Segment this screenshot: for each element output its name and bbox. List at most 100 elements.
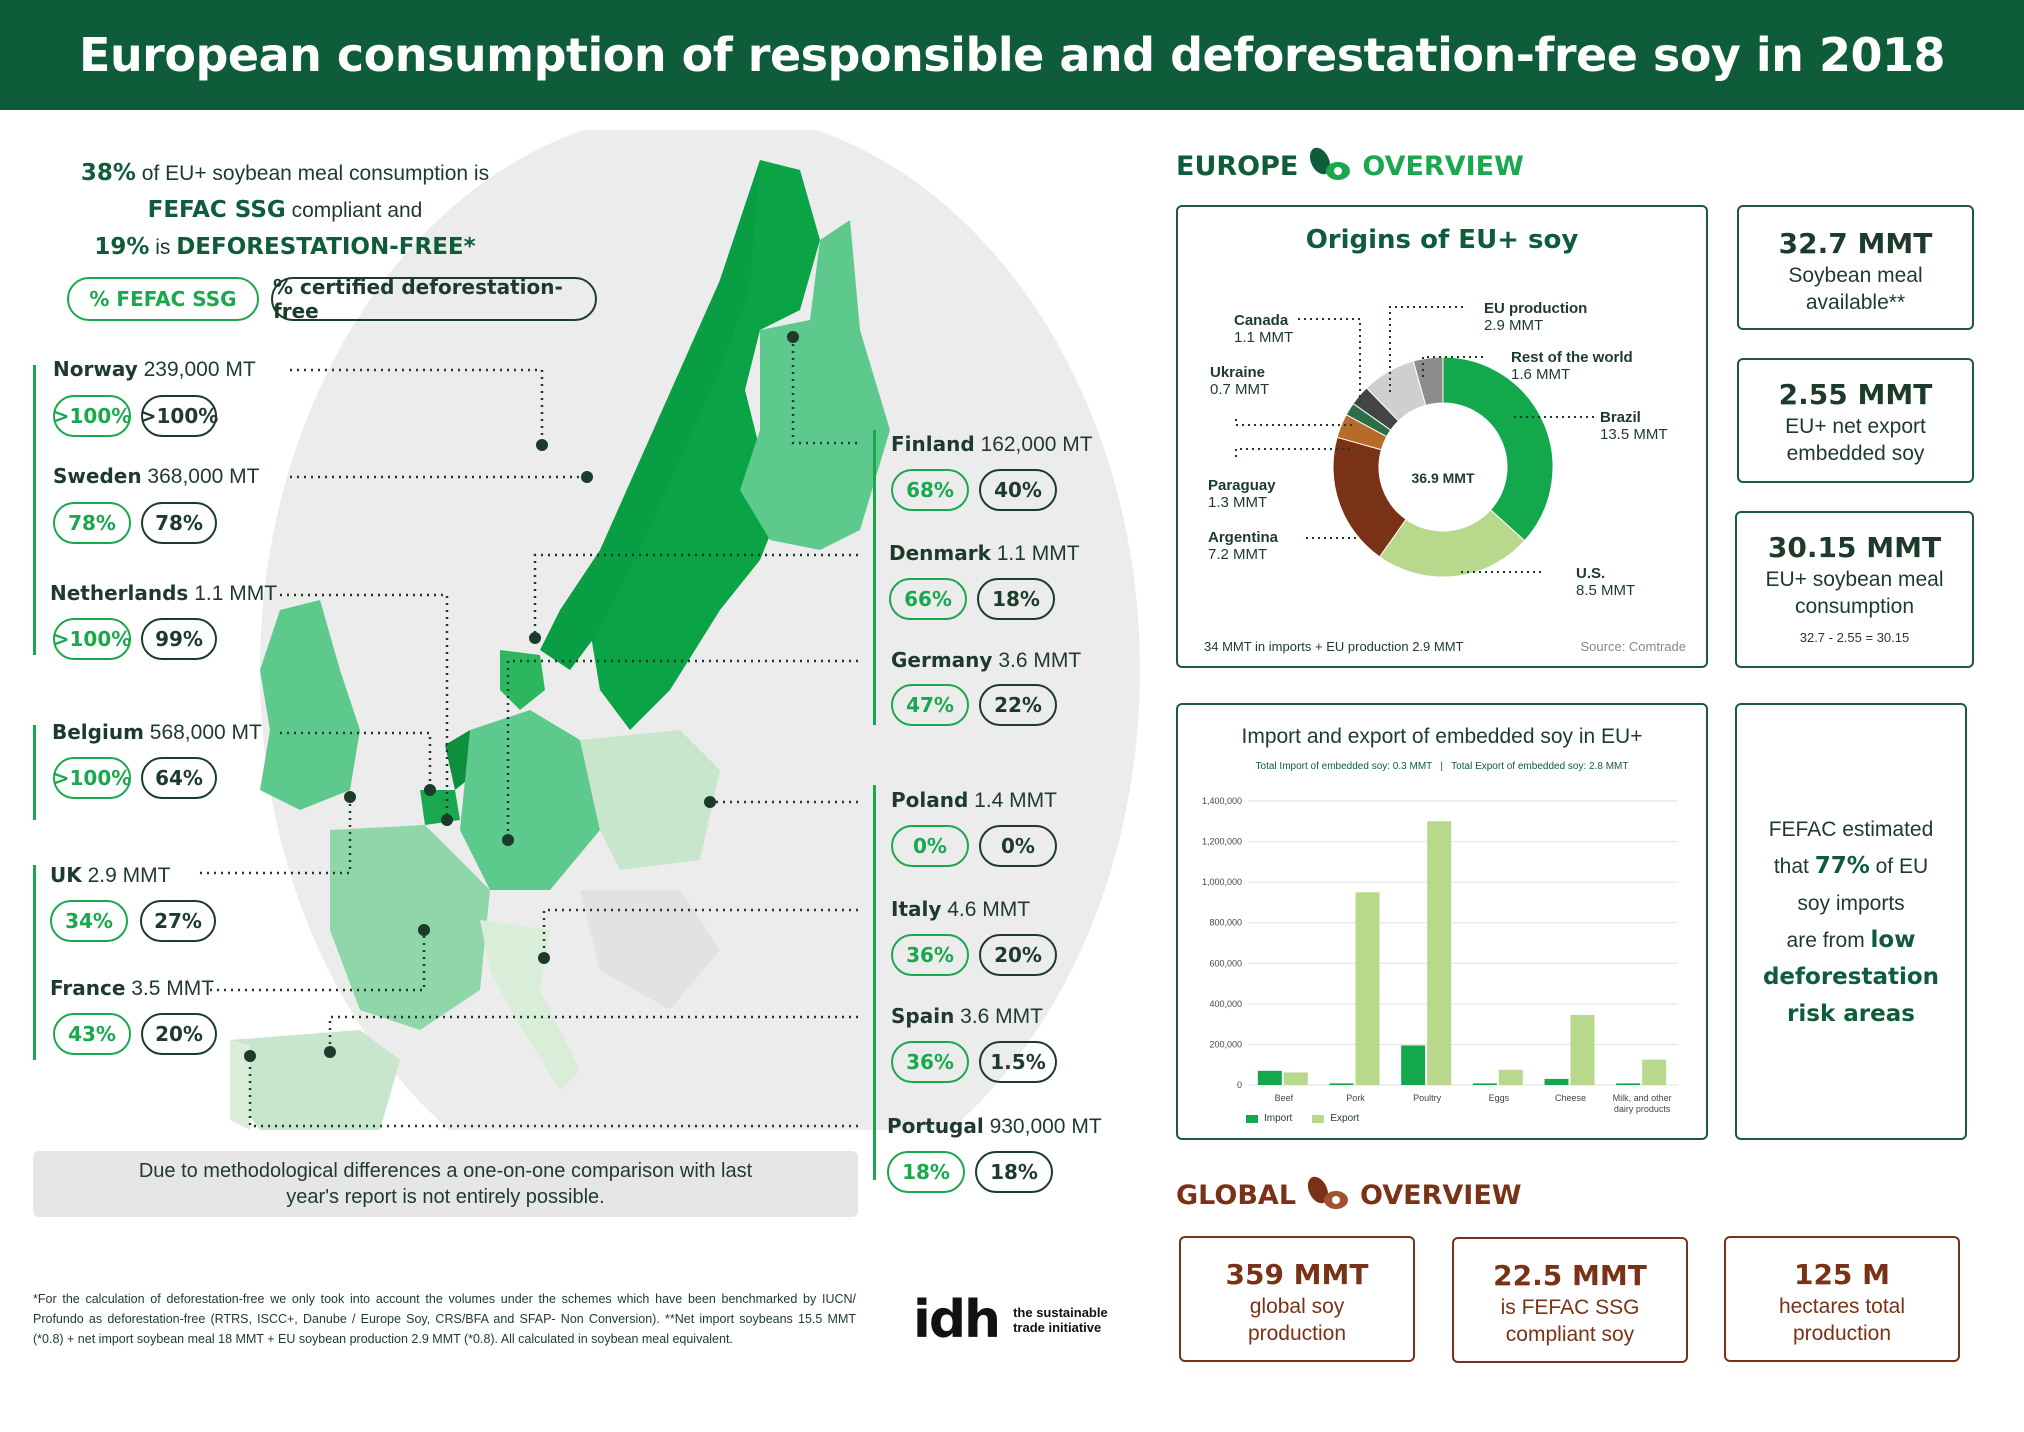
intro-text-2: compliant and xyxy=(285,199,423,222)
intro-text-1: of EU+ soybean meal consumption is xyxy=(135,162,490,185)
country-france-fefac: 43% xyxy=(53,1013,131,1055)
country-spain-name: Spain xyxy=(891,1004,955,1028)
map-leader-lines xyxy=(200,331,858,1128)
x-category-label: Poultry xyxy=(1413,1093,1442,1103)
country-norway-volume: 239,000 MT xyxy=(143,358,256,381)
global-stat-hectares: 125 M hectares total production xyxy=(1724,1236,1960,1362)
idh-logo-mark: idh xyxy=(913,1290,1001,1350)
country-germany-certified: 22% xyxy=(979,684,1057,726)
intro-pct-fefac: 38% xyxy=(80,160,136,186)
bar-import-pork xyxy=(1329,1083,1354,1085)
bar-export-beef xyxy=(1283,1072,1308,1085)
country-italy-volume: 4.6 MMT xyxy=(947,898,1031,921)
label-canada-name: Canada xyxy=(1234,312,1289,329)
map-germany xyxy=(460,710,600,890)
embedded-soy-bar-chart: 0 200,000 400,000 600,000 800,000 1,000,000 1,… xyxy=(1202,796,1678,1114)
bar-import-cheese xyxy=(1544,1078,1569,1085)
label-brazil-value: 13.5 MMT xyxy=(1600,426,1668,443)
origins-title: Origins of EU+ soy xyxy=(1305,225,1579,255)
label-paraguay-value: 1.3 MMT xyxy=(1208,494,1268,511)
country-norway: Norway 239,000 MT xyxy=(53,357,256,382)
country-netherlands-certified: 99% xyxy=(141,618,217,660)
label-us: U.S. 8.5 MMT xyxy=(1576,565,1635,599)
country-sweden: Sweden 368,000 MT xyxy=(53,464,260,489)
bar-export-poultry xyxy=(1427,821,1452,1085)
left-bar-1 xyxy=(33,365,36,655)
country-spain-fefac: 36% xyxy=(891,1041,969,1083)
bar-import-milk-and-other-dairy-products xyxy=(1616,1083,1641,1085)
origins-box: Origins of EU+ soy 36.9 MMT Canada 1.1 MM… xyxy=(1176,205,1708,668)
methodology-note-text: Due to methodological differences a one-… xyxy=(138,1160,753,1208)
bar-import-poultry xyxy=(1401,1045,1426,1085)
country-sweden-fefac: 78% xyxy=(53,502,131,544)
soybean-icon-global xyxy=(1307,1176,1349,1209)
label-rest-of-world: Rest of the world 1.6 MMT xyxy=(1511,349,1633,383)
europe-overview-heading: EUROPE OVERVIEW xyxy=(1176,143,1524,189)
label-argentina: Argentina 7.2 MMT xyxy=(1208,529,1278,563)
y-tick-label: 400,000 xyxy=(1209,999,1242,1009)
stat-net-export-text: EU+ net export embedded soy xyxy=(1785,415,1926,465)
header-banner: European consumption of responsible and … xyxy=(0,0,2024,110)
global-overview-word1: GLOBAL xyxy=(1176,1179,1297,1211)
stat-consumption-formula: 32.7 - 2.55 = 30.15 xyxy=(1799,630,1910,645)
global-stat-production-value: 359 MMT xyxy=(1225,1258,1369,1291)
europe-map xyxy=(230,130,1140,1130)
country-denmark-certified: 18% xyxy=(977,578,1055,620)
label-eu-production: EU production 2.9 MMT xyxy=(1484,300,1587,334)
country-norway-certified: >100% xyxy=(140,395,218,437)
legend-certified: % certified deforestation-free xyxy=(271,275,597,323)
label-rest-of-world-name: Rest of the world xyxy=(1511,349,1633,366)
fefac-line4a: are from xyxy=(1786,928,1871,952)
donut-slice-u-s- xyxy=(1378,509,1526,578)
footnote: *For the calculation of deforestation-fr… xyxy=(33,1292,856,1346)
global-stat-hectares-value: 125 M xyxy=(1793,1258,1891,1291)
y-tick-label: 0 xyxy=(1237,1080,1242,1090)
bar-chart-subtitle: Total Import of embedded soy: 0.3 MMT | … xyxy=(1255,761,1629,772)
country-poland-certified: 0% xyxy=(979,825,1057,867)
country-sweden-certified: 78% xyxy=(141,502,217,544)
country-netherlands-name: Netherlands xyxy=(50,581,189,605)
idh-logo-line1: the sustainable xyxy=(1013,1305,1108,1320)
country-germany-fefac: 47% xyxy=(891,684,969,726)
soybean-icon xyxy=(1310,147,1351,180)
y-tick-label: 1,200,000 xyxy=(1202,837,1242,847)
x-category-label: dairy products xyxy=(1614,1104,1671,1114)
stat-consumption-text: EU+ soybean meal consumption xyxy=(1765,568,1944,618)
country-netherlands-volume: 1.1 MMT xyxy=(194,582,278,605)
left-bar-3 xyxy=(33,865,36,1060)
country-finland-certified: 40% xyxy=(979,469,1057,511)
intro-pct-df: 19% xyxy=(94,234,150,260)
right-bar-2 xyxy=(873,785,876,1180)
donut-leader-lines xyxy=(1235,306,1598,573)
global-stat-fefac: 22.5 MMT is FEFAC SSG compliant soy xyxy=(1452,1237,1688,1363)
x-category-label: Pork xyxy=(1346,1093,1365,1103)
idh-logo: idh the sustainable trade initiative xyxy=(913,1290,1108,1350)
stat-net-export-value: 2.55 MMT xyxy=(1778,378,1933,411)
idh-logo-line2: trade initiative xyxy=(1013,1320,1102,1335)
country-italy: Italy 4.6 MMT xyxy=(891,897,1030,922)
x-category-label: Eggs xyxy=(1489,1093,1510,1103)
map-uk xyxy=(260,600,360,810)
map-norway-sweden xyxy=(590,160,820,730)
country-portugal: Portugal 930,000 MT xyxy=(887,1114,1102,1139)
country-germany-volume: 3.6 MMT xyxy=(998,649,1082,672)
intro-deforestation-free: DEFORESTATION-FREE* xyxy=(176,234,476,260)
map-finland xyxy=(740,220,890,550)
y-tick-label: 600,000 xyxy=(1209,958,1242,968)
country-poland-volume: 1.4 MMT xyxy=(974,789,1057,812)
country-netherlands-fefac: >100% xyxy=(53,618,131,660)
map-norway-coast xyxy=(540,160,760,670)
country-france-name: France xyxy=(50,976,126,1000)
country-belgium-name: Belgium xyxy=(52,720,144,744)
stat-consumption-value: 30.15 MMT xyxy=(1767,531,1942,564)
map-portugal xyxy=(230,1040,250,1130)
legend-fefac: % FEFAC SSG xyxy=(67,277,259,321)
country-sweden-volume: 368,000 MT xyxy=(147,465,260,488)
fefac-low: low xyxy=(1870,926,1916,953)
fefac-pct: 77% xyxy=(1814,852,1870,879)
right-bar-1 xyxy=(873,430,876,725)
legend-import-swatch xyxy=(1246,1114,1258,1123)
left-bar-2 xyxy=(33,725,36,820)
country-denmark-volume: 1.1 MMT xyxy=(996,542,1080,565)
label-ukraine-value: 0.7 MMT xyxy=(1210,381,1270,398)
